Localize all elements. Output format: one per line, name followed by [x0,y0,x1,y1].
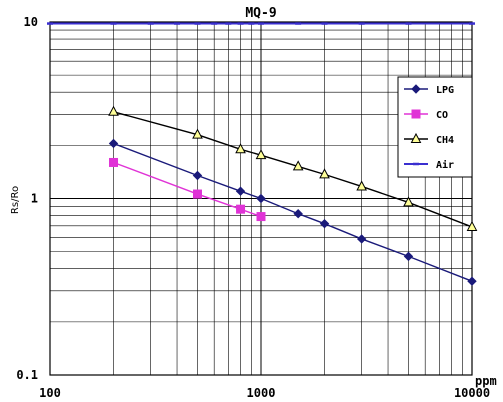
data-point [235,186,246,196]
data-point [411,109,421,119]
legend-entry-ch4: CH4 [404,132,454,146]
data-point [236,204,246,214]
data-point [293,209,303,219]
x-axis-unit: ppm [475,374,497,388]
legend-label: CH4 [436,135,454,146]
data-point [411,84,421,94]
data-point [108,138,119,149]
data-point [192,128,203,139]
data-point [410,132,422,143]
series-layer [47,22,478,286]
data-point [403,196,414,207]
data-point [319,168,330,179]
plot-frame [49,21,473,376]
y-tick-label: 0.1 [16,368,38,382]
chart-title: MQ-9 [245,6,276,21]
data-point [356,234,367,244]
series-lpg [108,138,477,286]
data-point [466,220,478,231]
data-point [256,193,266,204]
legend-entry-lpg: LPG [404,84,454,96]
legend: LPG CO CH4 Air [397,76,473,178]
data-point [255,149,267,160]
data-point [192,189,202,199]
data-point [108,105,119,116]
x-tick-label: 10000 [454,386,490,400]
legend-label: LPG [436,85,454,96]
x-tick-label: 1000 [247,386,276,400]
data-point [192,170,203,181]
x-tick-label: 100 [39,386,61,400]
series-ch4 [108,105,478,231]
legend-box [397,76,473,178]
legend-entry-air: Air [404,159,454,171]
data-point [467,276,477,286]
y-tick-label: 10 [24,15,38,29]
grid [50,22,472,375]
series-co [109,157,266,222]
data-point [235,143,246,154]
y-tick-label: 1 [31,192,38,206]
ticks-layer: 100 1000 10000 10 1 0.1 [16,15,490,400]
data-point [356,180,368,191]
legend-entry-co: CO [404,109,448,121]
legend-label: CO [436,110,448,121]
data-point [403,251,414,262]
legend-label: Air [436,159,454,171]
data-point [319,218,330,229]
data-point [109,157,119,167]
data-point [292,160,304,171]
y-axis-label: Rs/Ro [10,186,21,214]
series-line [113,161,262,218]
data-point [256,212,266,222]
